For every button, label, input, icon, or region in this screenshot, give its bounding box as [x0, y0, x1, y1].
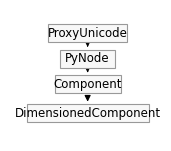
FancyBboxPatch shape — [27, 104, 149, 122]
FancyBboxPatch shape — [48, 24, 127, 42]
Text: DimensionedComponent: DimensionedComponent — [15, 107, 161, 120]
Text: ProxyUnicode: ProxyUnicode — [48, 27, 128, 40]
FancyBboxPatch shape — [55, 75, 121, 93]
Text: Component: Component — [53, 78, 122, 91]
FancyBboxPatch shape — [60, 50, 115, 68]
Text: PyNode: PyNode — [65, 52, 110, 65]
